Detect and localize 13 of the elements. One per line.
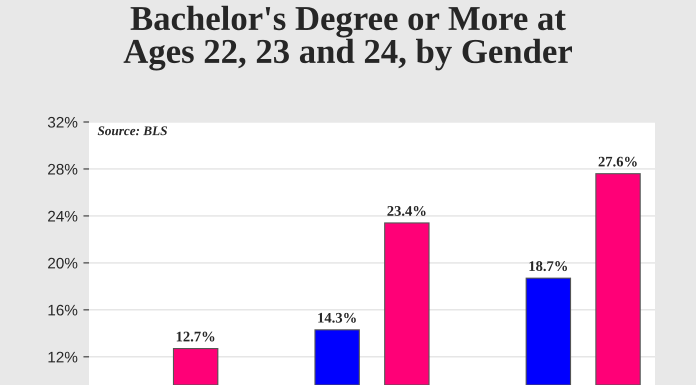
y-tick-label: 16%: [48, 304, 78, 316]
data-label: 23.4%: [387, 206, 426, 216]
chart-title: Bachelor's Degree or More at Ages 22, 23 and 24, by Gender: [124, 6, 572, 70]
y-tick-label: 32%: [48, 116, 78, 128]
y-tick-label: 28%: [48, 164, 78, 175]
y-tick-label: 12%: [48, 352, 78, 362]
y-tick-label: 24%: [48, 210, 78, 222]
y-tick-label: 20%: [48, 258, 78, 269]
data-label: 27.6%: [598, 156, 637, 167]
data-label: 14.3%: [318, 312, 356, 323]
data-label: 18.7%: [529, 261, 568, 272]
data-label: 12.7%: [176, 332, 214, 342]
annotation: Source: BLS: [98, 126, 167, 136]
